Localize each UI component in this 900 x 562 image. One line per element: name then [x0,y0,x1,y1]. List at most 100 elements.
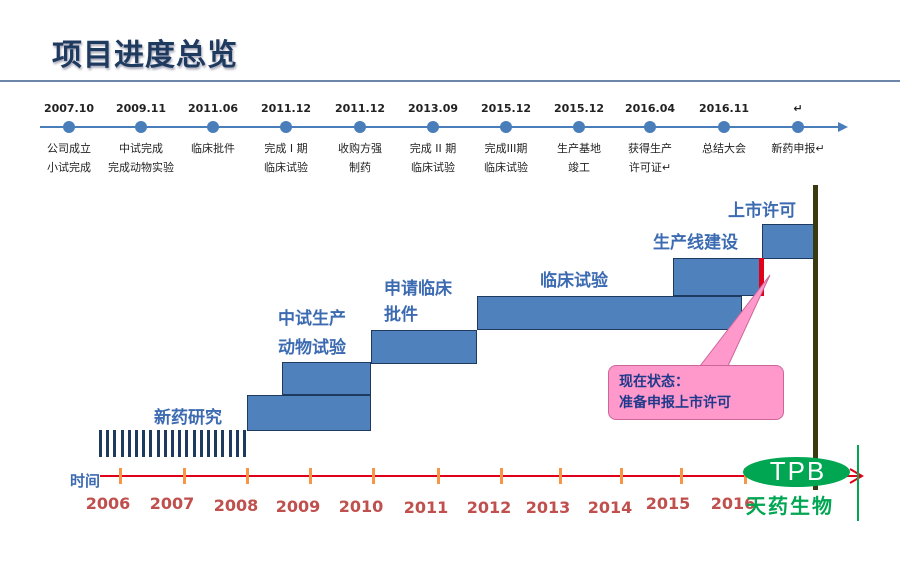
year-tick [119,468,122,484]
title-divider [0,80,900,82]
research-stripe [207,430,210,457]
milestone-dot [354,121,366,133]
stage-block-pilot-left [282,362,371,395]
research-stripe [127,430,131,457]
stage-block-clinical [477,296,742,330]
research-stripe [243,430,246,457]
milestone-label: 总结大会 [702,142,746,155]
time-label: 时间 [70,472,101,490]
milestone-dot [500,121,512,133]
milestone-dot [135,121,147,133]
research-stripe [106,430,110,457]
research-stripe [171,430,174,457]
research-stripe [163,430,167,457]
page-title: 项目进度总览 [52,38,238,73]
year-label: 2011 [403,498,449,517]
milestone-dot [207,121,219,133]
logo-letters: TPB [769,456,827,486]
year-tick [372,468,375,484]
year-tick [620,468,623,484]
year-label: 2007 [149,494,195,513]
milestone-date: 2011.12 [260,102,312,115]
status-callout: 现在状态： 准备申报上市许可 [608,365,784,420]
year-label: 2008 [213,496,259,515]
stage-block-production [673,258,760,296]
milestone-date: 2016.11 [698,102,750,115]
milestone-date: 2013.09 [407,102,459,115]
milestone-label: 临床批件 [191,142,235,155]
year-tick [183,468,186,484]
research-stripe [99,430,102,457]
progress-marker [759,258,764,296]
milestone-date: 2016.04 [624,102,676,115]
research-stripe [185,430,189,457]
year-tick [680,468,683,484]
year-label: 2013 [525,498,571,517]
year-tick [500,468,503,484]
research-stripe [221,430,225,457]
current-line [813,185,818,490]
milestone-dot [644,121,656,133]
milestone-date: 2015.12 [553,102,605,115]
research-stripe [142,430,146,457]
callout-line-1: 现在状态： [619,374,689,390]
stage-label-pilot: 中试生产 动物试验 [278,309,346,358]
research-stripe [228,430,232,457]
milestone-dot [63,121,75,133]
year-tick [246,468,249,484]
milestone-date: 2011.06 [187,102,239,115]
research-stripe [120,430,124,457]
year-label: 2006 [85,494,131,513]
milestone-dot [573,121,585,133]
research-stripe [192,430,196,457]
milestone-label: 完成 I 期 临床试验 [264,142,308,174]
stage-label-production: 生产线建设 [653,233,738,253]
stage-block-application [371,330,477,364]
milestone-dot [427,121,439,133]
year-label: 2016 [710,494,756,513]
research-stripe [178,430,182,457]
stage-block-approval [762,224,814,259]
research-stripe [135,430,138,457]
milestone-label: 中试完成 完成动物实验 [108,142,174,174]
logo-ellipse [743,457,850,487]
logo-company: 天药生物 [746,494,834,518]
milestone-label: 获得生产 许可证↵ [628,142,672,174]
research-stripe [156,430,160,457]
research-stripe [113,430,117,457]
research-stripe [214,430,218,457]
research-stripe [149,430,153,457]
year-tick [559,468,562,484]
year-label: 2015 [645,494,691,513]
stage-label-research: 新药研究 [154,408,222,428]
year-label: 2012 [466,498,512,517]
milestone-dot [718,121,730,133]
stage-label-approval: 上市许可 [728,201,796,221]
year-tick [309,468,312,484]
research-stripe [199,430,203,457]
milestone-label: 公司成立 小试完成 [47,142,91,174]
milestone-date: 2007.10 [43,102,95,115]
milestone-label: 完成III期 临床试验 [484,142,528,174]
stage-label-clinical: 临床试验 [540,271,608,291]
milestone-date: 2009.11 [115,102,167,115]
year-label: 2010 [338,497,384,516]
milestone-date: 2015.12 [480,102,532,115]
milestone-dot [280,121,292,133]
research-stripe [235,430,239,457]
year-label: 2009 [275,497,321,516]
milestone-label: 完成 II 期 临床试验 [409,142,457,174]
milestone-label: 生产基地 竣工 [557,142,601,174]
year-tick [437,468,440,484]
stage-label-application: 申请临床 批件 [384,279,452,325]
milestone-label: 收购方强 制药 [338,142,382,174]
year-label: 2014 [587,498,633,517]
milestone-dot [792,121,804,133]
milestone-date: ↵ [793,102,803,115]
callout-line-2: 准备申报上市许可 [619,395,731,411]
milestone-date: 2011.12 [334,102,386,115]
milestone-label: 新药申报↵ [771,142,825,155]
stage-block-research [247,395,371,431]
